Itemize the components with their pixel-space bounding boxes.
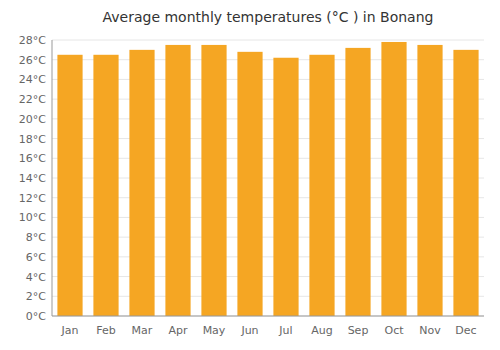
bar	[453, 50, 478, 316]
x-tick-label: Dec	[455, 324, 476, 337]
y-tick-label: 2°C	[26, 290, 46, 303]
y-tick-label: 18°C	[19, 133, 46, 146]
x-tick-label: Nov	[419, 324, 441, 337]
chart-container: Average monthly temperatures (°C ) in Bo…	[0, 0, 500, 350]
bar	[57, 55, 82, 316]
y-tick-label: 28°C	[19, 34, 46, 47]
y-tick-label: 16°C	[19, 152, 46, 165]
bar	[201, 45, 226, 316]
y-tick-label: 22°C	[19, 93, 46, 106]
bar	[309, 55, 334, 316]
bar	[381, 42, 406, 316]
y-tick-label: 0°C	[26, 310, 46, 323]
y-tick-label: 4°C	[26, 271, 46, 284]
y-tick-label: 6°C	[26, 251, 46, 264]
x-tick-label: Feb	[96, 324, 115, 337]
y-tick-label: 20°C	[19, 113, 46, 126]
y-tick-label: 14°C	[19, 172, 46, 185]
bar	[345, 48, 370, 316]
y-tick-label: 8°C	[26, 231, 46, 244]
title: Average monthly temperatures (°C ) in Bo…	[103, 9, 434, 25]
bar	[237, 52, 262, 316]
bar	[417, 45, 442, 316]
y-tick-label: 26°C	[19, 54, 46, 67]
y-tick-label: 10°C	[19, 211, 46, 224]
grid-line	[52, 316, 484, 317]
y-axis-line	[52, 40, 53, 316]
bars	[57, 42, 478, 316]
bar	[165, 45, 190, 316]
x-tick-label: Oct	[384, 324, 404, 337]
grid	[52, 40, 484, 316]
x-tick-label: Sep	[348, 324, 369, 337]
x-tick-label: Jan	[61, 324, 79, 337]
bar	[93, 55, 118, 316]
x-tick-label: Mar	[132, 324, 153, 337]
x-tick-label: Jul	[278, 324, 292, 337]
chart: Average monthly temperatures (°C ) in Bo…	[0, 0, 500, 350]
x-tick-label: Jun	[240, 324, 258, 337]
y-tick-label: 24°C	[19, 73, 46, 86]
x-tick-label: May	[203, 324, 226, 337]
bar	[129, 50, 154, 316]
x-axis-line	[52, 316, 484, 317]
y-tick-label: 12°C	[19, 192, 46, 205]
grid-line	[52, 40, 484, 41]
x-tick-label: Aug	[311, 324, 332, 337]
x-tick-label: Apr	[168, 324, 188, 337]
bar	[273, 58, 298, 316]
